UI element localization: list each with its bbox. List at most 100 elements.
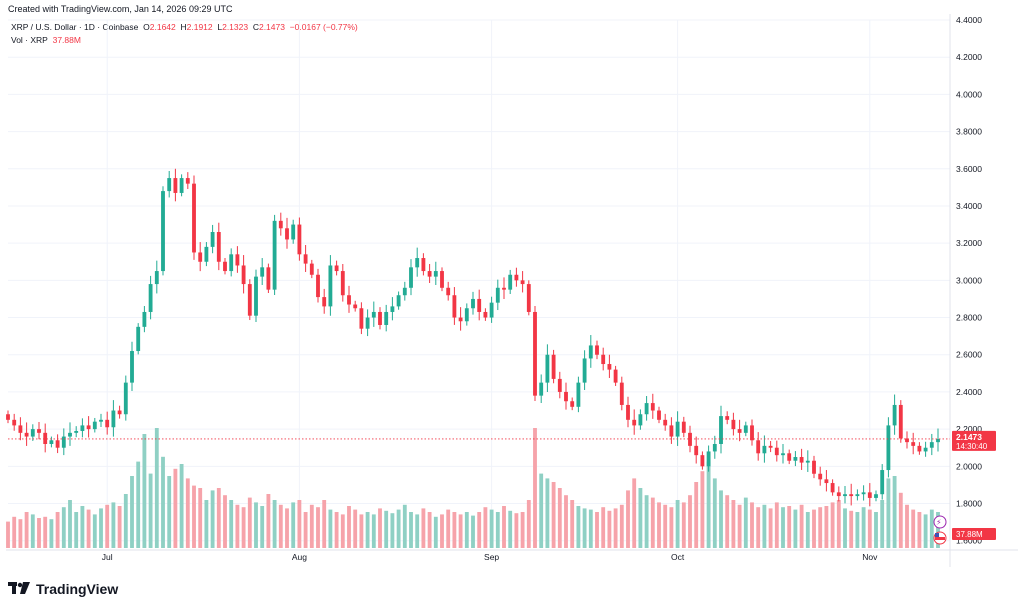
candle-body xyxy=(285,228,289,240)
volume-bar xyxy=(223,495,227,548)
volume-bar xyxy=(55,512,60,548)
candle-body xyxy=(874,494,878,498)
volume-bar xyxy=(458,514,463,548)
volume-bar xyxy=(123,494,128,548)
volume-legend: Vol · XRP 37.88M xyxy=(11,35,81,45)
created-with-text: Created with TradingView.com, Jan 14, 20… xyxy=(8,4,233,14)
candle-body xyxy=(520,280,525,285)
flag-stripe-icon xyxy=(935,537,945,540)
candle-body xyxy=(272,220,277,290)
volume-bar xyxy=(303,512,308,548)
price-tick-label: 3.4000 xyxy=(956,201,982,211)
volume-bar xyxy=(421,508,426,548)
volume-bar xyxy=(229,500,234,548)
candle-body xyxy=(241,265,246,285)
candle-body xyxy=(235,254,240,266)
volume-bar xyxy=(185,478,190,548)
volume-bar xyxy=(595,512,599,548)
candle-body xyxy=(92,421,97,430)
volume-bar xyxy=(836,500,841,548)
price-chart[interactable]: 4.4000 4.2000 4.0000 3.8000 3.6000 3.4000 3.20… xyxy=(6,14,1018,583)
volume-bar xyxy=(694,482,699,548)
candle-body xyxy=(111,410,116,428)
close-label: C xyxy=(252,22,259,32)
volume-label[interactable]: Vol · XRP xyxy=(11,35,48,45)
volume-bar xyxy=(316,507,320,548)
volume-bar xyxy=(923,514,928,548)
candle-body xyxy=(508,274,513,290)
volume-bar xyxy=(898,492,903,548)
candle-body xyxy=(781,453,785,456)
time-tick-label: Jul xyxy=(102,552,113,562)
volume-bar xyxy=(154,428,159,548)
price-tick-label: 1.6000 xyxy=(956,536,982,546)
candle-body xyxy=(309,263,314,275)
volume-bar xyxy=(260,506,265,548)
candle-body xyxy=(700,455,705,467)
candle-body xyxy=(105,419,110,428)
candle-body xyxy=(489,302,494,318)
price-tick-label: 4.4000 xyxy=(956,15,982,25)
candle-body xyxy=(74,430,79,433)
candle-body xyxy=(626,404,630,420)
candle-body xyxy=(719,416,723,444)
candle-body xyxy=(198,252,203,262)
volume-bar xyxy=(557,488,562,548)
volume-value: 37.88M xyxy=(52,35,81,45)
candle-body xyxy=(359,308,364,329)
candle-body xyxy=(502,287,506,290)
candle-body xyxy=(812,460,816,474)
price-tick-label: 3.6000 xyxy=(956,164,982,174)
candle-body xyxy=(650,403,655,411)
candle-body xyxy=(471,298,475,309)
candle-body xyxy=(6,414,10,420)
lightning-icon[interactable] xyxy=(933,515,947,529)
candle-body xyxy=(303,254,308,264)
volume-bar xyxy=(43,516,48,548)
volume-bar xyxy=(130,476,134,548)
volume-bar xyxy=(334,512,339,548)
volume-bar xyxy=(489,509,494,548)
candle-body xyxy=(638,414,643,426)
volume-bar xyxy=(427,512,432,548)
candle-body xyxy=(254,276,258,316)
chart-svg[interactable]: 4.4000 4.2000 4.0000 3.8000 3.6000 3.4000 3.20… xyxy=(6,14,1018,583)
candle-body xyxy=(278,220,283,229)
volume-bar xyxy=(508,510,513,548)
candle-body xyxy=(824,479,829,484)
candle-body xyxy=(322,297,327,307)
volume-bar xyxy=(626,490,630,548)
candle-body xyxy=(154,271,159,285)
candle-body xyxy=(291,224,296,240)
volume-bar xyxy=(179,464,184,548)
candle-body xyxy=(607,364,612,370)
volume-bar xyxy=(917,512,922,548)
candle-body xyxy=(917,445,922,452)
candle-body xyxy=(669,425,674,437)
time-axis[interactable]: JulAugSepOctNovDec2026 xyxy=(102,552,1018,562)
candle-body xyxy=(216,232,221,262)
volume-bar xyxy=(861,507,866,548)
volume-bar xyxy=(6,521,10,548)
candle-body xyxy=(458,317,463,322)
volume-bar xyxy=(619,504,624,548)
volume-bar xyxy=(74,512,79,548)
volume-bar xyxy=(471,515,475,548)
candle-body xyxy=(123,382,128,415)
volume-bar xyxy=(867,509,872,548)
volume-bar xyxy=(18,519,23,548)
price-axis[interactable]: 4.4000 4.2000 4.0000 3.8000 3.6000 3.4000 3.20… xyxy=(956,15,982,583)
tradingview-brand[interactable]: TradingView xyxy=(8,578,118,600)
candle-body xyxy=(743,425,748,433)
volume-bar xyxy=(756,507,761,548)
volume-bar xyxy=(886,478,891,548)
candle-body xyxy=(495,287,500,303)
price-tick-label: 2.6000 xyxy=(956,350,982,360)
candle-body xyxy=(787,453,792,461)
candle-body xyxy=(613,369,618,383)
time-tick-label: Aug xyxy=(292,552,307,562)
candle-body xyxy=(204,246,209,262)
volume-bar xyxy=(632,478,637,548)
axis-markers: 2.1473 14:30:40 37.88M ⚡ xyxy=(8,430,996,545)
symbol-name[interactable]: XRP / U.S. Dollar · 1D · Coinbase xyxy=(11,22,139,32)
